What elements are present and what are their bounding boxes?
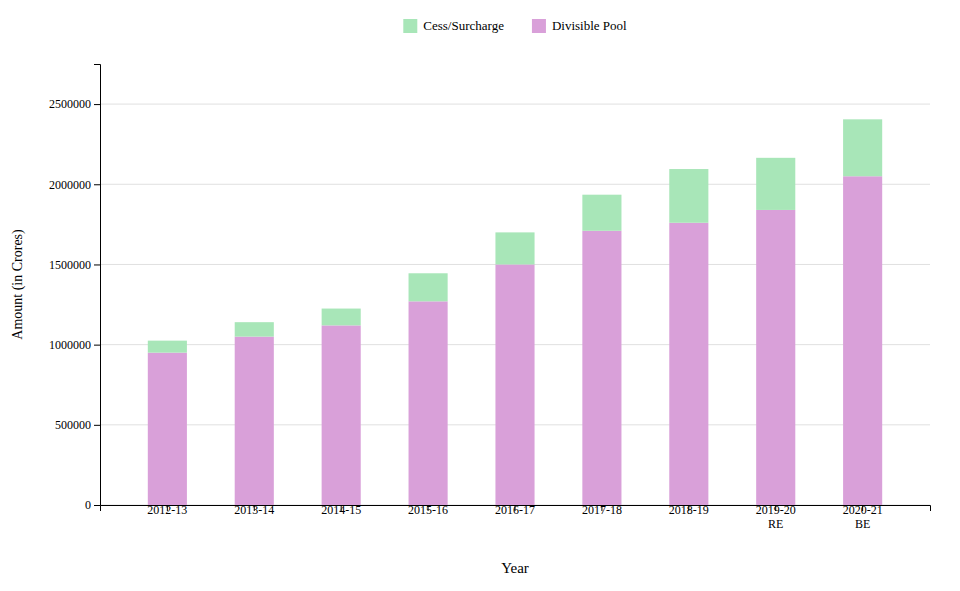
- x-tick: 2013-14: [234, 503, 274, 517]
- x-axis-title: Year: [501, 560, 529, 576]
- legend-item: Divisible Pool: [532, 18, 627, 33]
- x-tick-label-line: 2019-20: [756, 503, 796, 517]
- bars: [148, 119, 882, 505]
- y-tick-mark: [94, 425, 100, 426]
- x-tick-label: 2018-19: [669, 503, 709, 517]
- y-tick-mark: [94, 345, 100, 346]
- y-tick-label: 500000: [55, 418, 91, 432]
- x-tick-label-line: 2018-19: [669, 503, 709, 517]
- x-tick-label: 2015-16: [408, 503, 448, 517]
- y-tick: 1000000: [49, 338, 100, 352]
- bar-series: [148, 176, 882, 505]
- legend-label: Divisible Pool: [552, 18, 627, 33]
- bar: [148, 353, 187, 505]
- bar: [409, 273, 448, 301]
- bar: [409, 301, 448, 505]
- x-tick: 2019-20RE: [756, 503, 796, 531]
- x-tick-label-line: 2016-17: [495, 503, 535, 517]
- y-tick-mark: [94, 264, 100, 265]
- x-tick-label: 2013-14: [234, 503, 274, 517]
- x-tick-label-line: 2020-21: [843, 503, 883, 517]
- bar: [322, 309, 361, 326]
- bar: [235, 322, 274, 336]
- x-tick: 2016-17: [495, 503, 535, 517]
- bar: [843, 119, 882, 176]
- x-tick-label: 2014-15: [321, 503, 361, 517]
- x-tick: 2020-21BE: [843, 503, 883, 531]
- legend: Cess/Surcharge Divisible Pool: [403, 18, 627, 33]
- y-tick-mark: [94, 104, 100, 105]
- y-tick-mark: [94, 505, 100, 506]
- y-tick-label: 2000000: [49, 178, 91, 192]
- x-tick: 2014-15: [321, 503, 361, 517]
- chart-svg: 0 500000 1000000 1500000 2000000 2500000 2012-…: [0, 0, 960, 591]
- x-tick-label: 2017-18: [582, 503, 622, 517]
- bar: [235, 337, 274, 505]
- bar: [148, 341, 187, 353]
- x-tick-label-line: 2017-18: [582, 503, 622, 517]
- grid-line: [100, 184, 930, 185]
- legend-item: Cess/Surcharge: [403, 18, 504, 33]
- y-tick: 1500000: [49, 258, 100, 272]
- y-axis-title: Amount (in Crores): [10, 229, 26, 340]
- bar: [582, 195, 621, 231]
- legend-swatch: [532, 19, 546, 33]
- y-tick-label: 1000000: [49, 338, 91, 352]
- bar-series: [148, 119, 882, 352]
- y-tick-label: 1500000: [49, 258, 91, 272]
- bar: [322, 325, 361, 505]
- x-tick-label: 2016-17: [495, 503, 535, 517]
- y-axis: 0 500000 1000000 1500000 2000000 2500000: [49, 65, 101, 513]
- x-tick-label-line: RE: [768, 517, 783, 531]
- bar: [756, 210, 795, 505]
- grid: [100, 104, 930, 505]
- y-tick-label: 0: [85, 498, 91, 512]
- x-tick-label: 2019-20RE: [756, 503, 796, 531]
- bar: [669, 223, 708, 505]
- x-tick-label-line: BE: [855, 517, 870, 531]
- x-tick: 2018-19: [669, 503, 709, 517]
- bar: [582, 231, 621, 505]
- x-axis: 2012-13 2013-14 2014-15 2015-16 2016-17 2017-…: [101, 503, 931, 531]
- y-tick: 2500000: [49, 97, 100, 111]
- bar: [669, 169, 708, 223]
- x-tick: 2017-18: [582, 503, 622, 517]
- x-tick-label-line: 2015-16: [408, 503, 448, 517]
- x-tick-label: 2020-21BE: [843, 503, 883, 531]
- bar: [495, 232, 534, 264]
- x-tick-label-line: 2012-13: [147, 503, 187, 517]
- y-tick-mark: [94, 184, 100, 185]
- legend-swatch: [403, 19, 417, 33]
- plot-area: 0 500000 1000000 1500000 2000000 2500000 2012-…: [10, 65, 931, 577]
- bar: [495, 264, 534, 505]
- x-tick-label-line: 2013-14: [234, 503, 274, 517]
- x-tick-label-line: 2014-15: [321, 503, 361, 517]
- y-axis-line: [94, 65, 101, 506]
- bar: [843, 176, 882, 505]
- legend-label: Cess/Surcharge: [423, 18, 504, 33]
- y-tick-label: 2500000: [49, 97, 91, 111]
- x-tick-label: 2012-13: [147, 503, 187, 517]
- x-tick: 2012-13: [147, 503, 187, 517]
- y-tick: 500000: [55, 418, 100, 432]
- bar: [756, 158, 795, 210]
- y-tick: 0: [85, 498, 100, 512]
- x-tick: 2015-16: [408, 503, 448, 517]
- y-tick: 2000000: [49, 178, 100, 192]
- grid-line: [100, 104, 930, 105]
